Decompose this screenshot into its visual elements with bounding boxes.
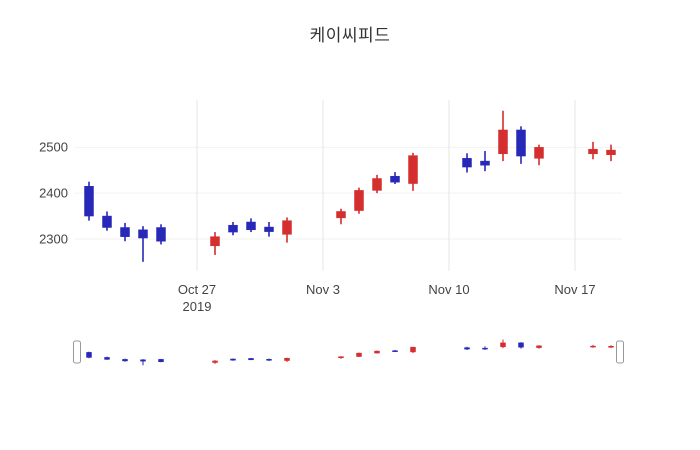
candle bbox=[210, 232, 220, 255]
candle bbox=[84, 181, 94, 221]
chart-title: 케이씨피드 bbox=[309, 26, 391, 45]
mini-candle bbox=[500, 339, 506, 349]
y-tick-label: 2400 bbox=[39, 185, 68, 201]
candle bbox=[480, 151, 490, 172]
x-tick-label: Nov 3 bbox=[306, 282, 340, 297]
mini-candle bbox=[140, 359, 146, 366]
mini-candle bbox=[374, 350, 380, 354]
candle bbox=[588, 141, 598, 160]
rangeslider-handle-right[interactable] bbox=[616, 340, 624, 364]
candle bbox=[156, 224, 166, 245]
rangeslider-handle-left[interactable] bbox=[73, 340, 81, 364]
mini-candle bbox=[590, 344, 596, 348]
mini-candle bbox=[392, 349, 398, 352]
candle bbox=[390, 172, 400, 184]
candle bbox=[102, 211, 112, 231]
plot-area[interactable] bbox=[75, 97, 622, 271]
candles-rangeslider bbox=[86, 339, 614, 366]
mini-candle bbox=[338, 356, 344, 359]
candle bbox=[462, 153, 472, 173]
mini-candle bbox=[122, 358, 128, 362]
mini-candle bbox=[356, 352, 362, 358]
candle bbox=[534, 144, 544, 166]
candle bbox=[282, 217, 292, 243]
x-tick-label: Oct 27 2019 bbox=[177, 282, 217, 314]
mini-candle bbox=[266, 358, 272, 361]
mini-candle bbox=[608, 345, 614, 349]
mini-candle bbox=[104, 356, 110, 360]
x-tick-label: Nov 10 bbox=[428, 282, 470, 297]
candle bbox=[264, 222, 274, 237]
candle bbox=[408, 152, 418, 191]
mini-candle bbox=[212, 360, 218, 365]
mini-candle bbox=[86, 351, 92, 359]
y-tick-label: 2500 bbox=[39, 139, 68, 155]
mini-candle bbox=[248, 357, 254, 361]
x-tick-label: Nov 17 bbox=[554, 282, 596, 297]
candle bbox=[336, 208, 346, 225]
candle bbox=[138, 226, 148, 262]
candles-main bbox=[84, 110, 616, 262]
mini-candle bbox=[158, 358, 164, 363]
mini-candle bbox=[284, 357, 290, 362]
candle bbox=[354, 187, 364, 214]
candle bbox=[372, 174, 382, 194]
rangeslider-track[interactable] bbox=[75, 334, 622, 370]
mini-candle bbox=[482, 346, 488, 350]
mini-candle bbox=[410, 346, 416, 354]
mini-candle bbox=[536, 345, 542, 349]
candle bbox=[120, 222, 130, 242]
candle bbox=[498, 110, 508, 162]
mini-candle bbox=[230, 358, 236, 361]
candle bbox=[606, 144, 616, 162]
y-tick-label: 2300 bbox=[39, 231, 68, 247]
mini-candle bbox=[464, 346, 470, 351]
candle bbox=[516, 126, 526, 164]
candle bbox=[228, 222, 238, 236]
mini-candle bbox=[518, 342, 524, 349]
candle bbox=[246, 218, 256, 233]
